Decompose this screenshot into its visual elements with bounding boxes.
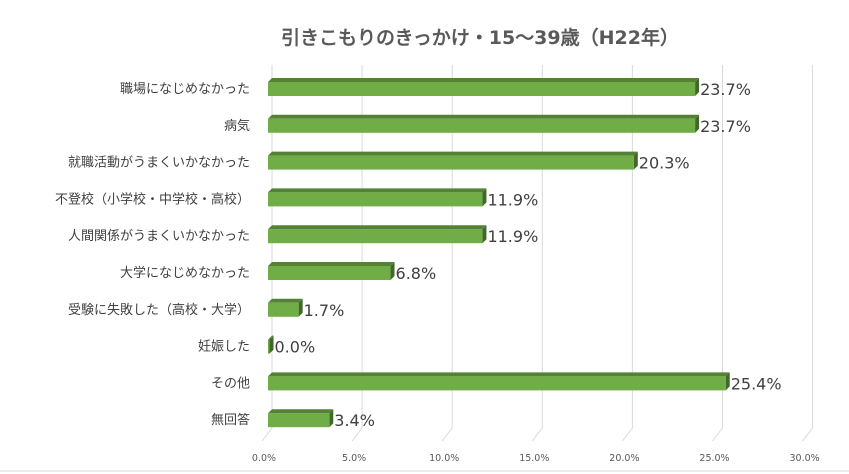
bar-front	[268, 118, 696, 133]
bar-front	[268, 266, 391, 280]
bar-side	[329, 409, 334, 428]
bar-side	[695, 114, 700, 133]
bar	[268, 409, 334, 428]
chart-title: 引きこもりのきっかけ・15～39歳（H22年）	[281, 26, 679, 49]
bar-side	[695, 78, 700, 96]
x-tick-label: 25.0%	[699, 453, 729, 464]
bar-front	[268, 155, 634, 170]
category-label: 妊娠した	[198, 340, 250, 355]
bar-top	[268, 151, 638, 156]
category-label: 人間関係がうまくいかなかった	[68, 229, 250, 244]
bar-side	[298, 298, 303, 317]
x-tick-label: 5.0%	[342, 453, 366, 464]
gridline-floor	[712, 427, 723, 442]
bar	[268, 262, 395, 280]
bar-top	[268, 225, 487, 230]
bar	[268, 188, 487, 207]
x-tick-label: 15.0%	[519, 453, 549, 464]
bar-front	[268, 229, 483, 244]
bar-top	[268, 188, 487, 193]
bar	[268, 298, 303, 317]
data-label: 11.9%	[487, 190, 538, 209]
bar-front	[268, 339, 270, 354]
bar-front	[268, 192, 483, 207]
bar-top	[268, 372, 730, 377]
category-label: 職場になじめなかった	[120, 82, 250, 97]
bar-side	[390, 262, 395, 280]
bar	[268, 78, 700, 96]
category-label: 病気	[224, 118, 250, 134]
data-label: 0.0%	[275, 338, 316, 357]
data-label: 20.3%	[639, 154, 690, 173]
gridline-floor	[802, 427, 813, 442]
data-label: 23.7%	[700, 117, 751, 136]
gridline-floor	[261, 427, 273, 442]
bar-top	[268, 114, 700, 119]
bar-top	[268, 409, 334, 414]
bar-top	[268, 78, 700, 82]
bar-side	[482, 225, 487, 244]
bar-top	[268, 262, 395, 266]
bar	[268, 372, 730, 391]
x-tick-label: 0.0%	[252, 453, 276, 464]
category-label: 不登校（小学校・中学校・高校）	[55, 191, 250, 207]
gridline-floor	[441, 427, 453, 442]
bar-front	[268, 413, 330, 428]
bar-side	[633, 151, 638, 170]
data-label: 11.9%	[487, 227, 538, 246]
category-label: 就職活動がうまくいかなかった	[68, 156, 250, 171]
bar-front	[268, 376, 726, 391]
data-label: 25.4%	[731, 374, 782, 393]
bar	[268, 225, 487, 244]
gridline-floor	[622, 427, 633, 442]
gridline-floor	[531, 427, 543, 442]
bar-front	[268, 82, 696, 96]
category-label: 無回答	[211, 412, 250, 428]
bar-front	[268, 302, 299, 317]
category-label: 大学になじめなかった	[120, 265, 250, 281]
data-label: 6.8%	[396, 264, 437, 283]
bar	[268, 151, 638, 170]
x-tick-label: 20.0%	[609, 453, 639, 464]
bar-side	[269, 335, 274, 354]
data-label: 1.7%	[304, 301, 345, 320]
bar	[268, 114, 700, 133]
bar-top	[268, 335, 274, 340]
category-label: その他	[211, 376, 250, 391]
data-label: 23.7%	[700, 80, 751, 99]
bar-top	[268, 298, 303, 303]
data-label: 3.4%	[334, 411, 375, 430]
gridline-floor	[351, 427, 363, 442]
bar-side	[482, 188, 487, 207]
bar	[268, 335, 274, 354]
x-tick-label: 30.0%	[790, 453, 820, 464]
bar-side	[725, 372, 730, 391]
x-tick-label: 10.0%	[429, 453, 459, 464]
category-label: 受験に失敗した（高校・大学）	[68, 302, 250, 318]
